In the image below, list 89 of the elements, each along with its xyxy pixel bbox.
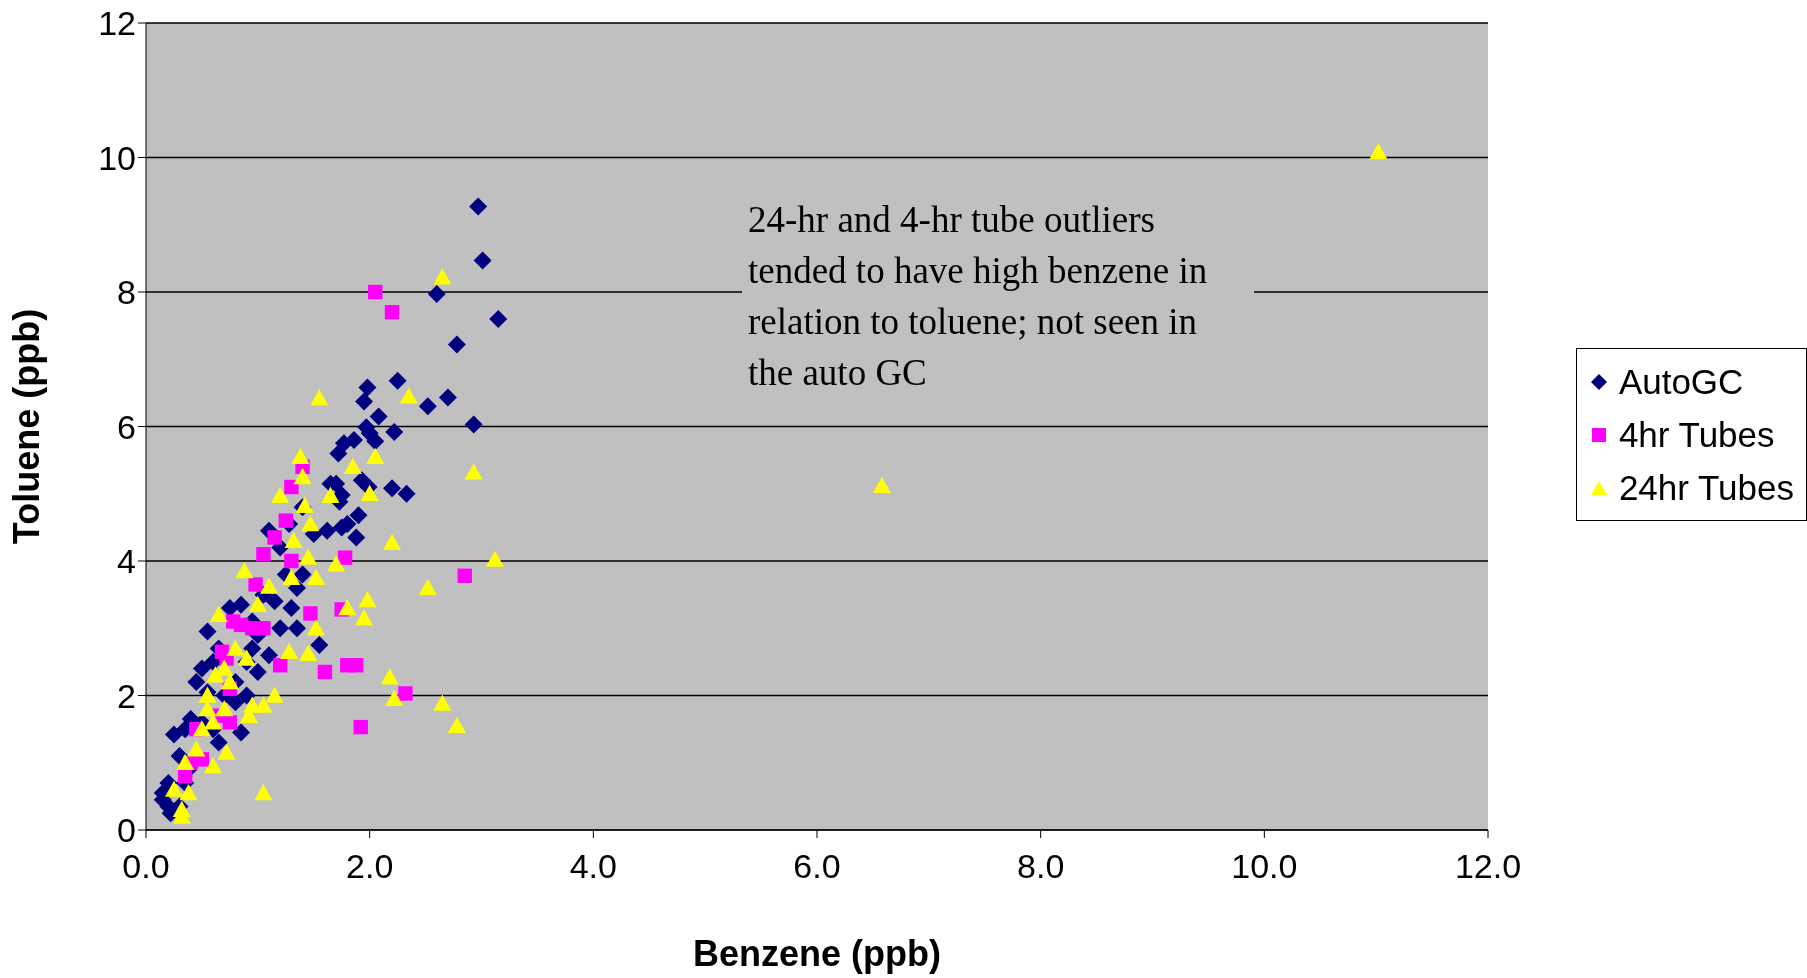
point [248, 595, 267, 612]
point [248, 577, 263, 592]
point [343, 457, 362, 475]
point [256, 547, 271, 562]
point [284, 531, 303, 549]
point [299, 548, 318, 565]
point [433, 268, 452, 285]
point [265, 686, 284, 703]
point [217, 743, 236, 760]
y-tick-label: 12 [98, 4, 136, 43]
point [321, 486, 340, 503]
point [338, 599, 357, 616]
point [273, 658, 288, 673]
point [267, 530, 282, 545]
x-tick-label: 12.0 [1454, 847, 1522, 886]
point [176, 753, 195, 770]
point [291, 447, 310, 464]
x-tick-label: 0.0 [122, 847, 170, 886]
point [209, 605, 228, 622]
y-tick-label: 8 [117, 273, 136, 312]
point [306, 619, 325, 636]
point [282, 568, 301, 586]
x-axis-title: Benzene (ppb) [693, 933, 941, 974]
point [226, 639, 245, 656]
point [235, 562, 254, 579]
legend-label: AutoGC [1618, 361, 1744, 403]
point [226, 614, 241, 629]
y-tick-label: 4 [117, 542, 136, 581]
point [280, 642, 299, 659]
point [317, 664, 333, 680]
y-tick-label: 0 [117, 811, 136, 850]
point [1369, 143, 1388, 160]
point [485, 550, 504, 567]
point [284, 479, 299, 495]
point [187, 740, 206, 757]
point [293, 467, 312, 485]
point [254, 696, 273, 713]
annotation: 24-hr and 4-hr tube outliers tended to have high benzene in relation to toluene; not seen in the auto GC [742, 190, 1254, 402]
point [306, 568, 325, 586]
point [179, 784, 198, 801]
legend-label: 24hr Tubes [1618, 467, 1794, 509]
point [418, 578, 437, 596]
point [260, 577, 279, 594]
y-tick-label: 6 [117, 407, 136, 446]
x-tick-label: 4.0 [569, 847, 617, 886]
x-tick-label: 6.0 [793, 847, 841, 886]
point [204, 757, 223, 774]
point [301, 515, 320, 532]
point [192, 720, 211, 737]
point [303, 606, 318, 621]
point [310, 389, 329, 406]
y-tick-label: 10 [98, 138, 136, 177]
x-tick-label: 8.0 [1017, 847, 1065, 886]
point [355, 609, 374, 626]
point [337, 550, 353, 565]
point [254, 784, 273, 801]
legend-label: 4hr Tubes [1618, 414, 1775, 456]
point [284, 553, 299, 569]
point [384, 304, 400, 320]
point [206, 666, 225, 683]
x-tick-label: 2.0 [346, 847, 394, 886]
point [353, 719, 368, 735]
point [368, 284, 383, 300]
point [398, 686, 413, 701]
point [385, 689, 404, 707]
point [464, 463, 483, 480]
point [220, 673, 239, 690]
point [299, 644, 318, 662]
point [215, 699, 234, 717]
point [380, 668, 399, 685]
point [383, 533, 402, 551]
point [360, 484, 379, 501]
point [457, 568, 472, 583]
point [366, 447, 385, 464]
y-axis-title: Toluene (ppb) [5, 308, 47, 545]
point [447, 716, 466, 733]
point [399, 387, 418, 404]
point [278, 513, 293, 528]
x-tick-label: 10.0 [1231, 847, 1298, 886]
point [327, 555, 346, 572]
point [433, 694, 452, 711]
y-tick-label: 2 [117, 676, 136, 715]
point [358, 591, 377, 608]
point [872, 476, 891, 493]
point [164, 780, 183, 797]
point [349, 658, 364, 673]
point [237, 649, 256, 666]
point [271, 486, 290, 503]
point [256, 621, 271, 636]
